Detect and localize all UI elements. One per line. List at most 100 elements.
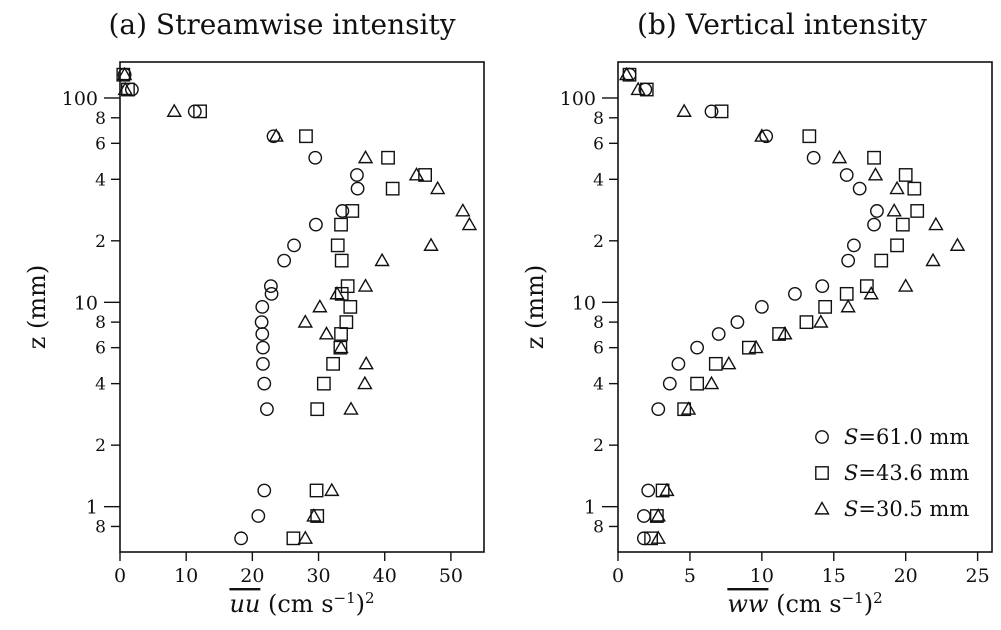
- data-point-circle: [187, 104, 202, 119]
- data-point-circle: [671, 356, 686, 371]
- data-point-square: [677, 402, 692, 417]
- data-point-triangle: [886, 203, 902, 217]
- data-point-circle: [870, 204, 884, 218]
- data-point-square: [339, 315, 354, 330]
- y-minor-tick-label: 6: [593, 339, 604, 359]
- data-point-triangle: [867, 167, 884, 181]
- y-minor-tick-label: 6: [95, 134, 106, 154]
- y-tick-label: 100: [62, 88, 98, 110]
- data-point-triangle: [754, 128, 770, 142]
- data-point-triangle: [650, 508, 666, 522]
- series-square: [116, 67, 432, 546]
- x-tick-label: 5: [684, 565, 696, 587]
- data-point-circle: [257, 376, 272, 391]
- plot-frame: [617, 61, 993, 553]
- data-point-triangle: [777, 326, 793, 340]
- x-tick-label: 0: [114, 565, 126, 587]
- x-tick-label: 40: [373, 565, 397, 587]
- data-point-triangle: [676, 103, 692, 117]
- y-tick-label: 100: [560, 88, 596, 110]
- data-point-triangle: [117, 81, 134, 96]
- x-tick-label: 0: [612, 565, 624, 587]
- x-tick-label: 20: [240, 565, 264, 587]
- data-point-triangle: [897, 278, 914, 292]
- data-point-triangle: [166, 103, 182, 117]
- data-point-square: [742, 340, 756, 355]
- legend-marker-circle: [815, 430, 829, 444]
- legend: S=61.0 mmS=43.6 mmS=30.5 mm: [814, 425, 969, 521]
- x-tick-label: 20: [894, 565, 918, 587]
- data-point-circle: [636, 509, 651, 523]
- data-point-circle: [641, 483, 656, 498]
- legend-label: S=61.0 mm: [844, 425, 969, 449]
- x-axis-label-symbol: uu: [229, 590, 260, 618]
- data-point-circle: [711, 327, 726, 341]
- y-minor-tick-label: 8: [593, 517, 604, 537]
- data-point-square: [644, 531, 658, 546]
- data-point-triangle: [423, 237, 439, 251]
- y-minor-tick-label: 8: [593, 109, 604, 129]
- data-point-square: [690, 376, 705, 391]
- data-point-square: [890, 238, 904, 253]
- data-point-circle: [662, 376, 677, 391]
- data-point-circle: [287, 238, 301, 253]
- data-point-square: [898, 168, 913, 182]
- data-point-triangle: [116, 66, 133, 81]
- y-minor-tick-label: 8: [95, 313, 106, 333]
- data-point-triangle: [813, 314, 829, 328]
- data-point-triangle: [949, 237, 966, 251]
- data-point-circle: [350, 168, 364, 182]
- data-point-triangle: [329, 285, 345, 300]
- data-point-circle: [251, 509, 266, 523]
- data-point-square: [839, 286, 854, 301]
- data-point-triangle: [297, 314, 314, 328]
- y-minor-tick-label: 4: [593, 170, 604, 190]
- x-axis-label: ww (cm s−1)2: [727, 589, 882, 618]
- data-point-circle: [867, 217, 881, 232]
- data-point-square: [345, 204, 360, 218]
- legend-label: S=30.5 mm: [844, 497, 969, 521]
- data-point-square: [310, 402, 325, 417]
- data-point-square: [907, 181, 922, 196]
- data-point-circle: [256, 356, 270, 371]
- y-minor-tick-label: 4: [95, 375, 106, 395]
- y-tick-label: 10: [74, 292, 98, 314]
- data-point-square: [874, 253, 889, 268]
- data-point-circle: [264, 286, 279, 301]
- data-point-circle: [690, 340, 705, 355]
- data-point-square: [714, 104, 729, 119]
- data-point-square: [639, 82, 654, 97]
- y-axis-label: z (mm): [23, 265, 51, 350]
- data-point-triangle: [324, 482, 340, 497]
- data-point-circle: [308, 217, 323, 232]
- data-point-circle: [847, 238, 861, 253]
- y-minor-tick-label: 4: [593, 375, 604, 395]
- x-axis-label-power: 2: [873, 589, 883, 607]
- legend-label-value: =61.0 mm: [858, 425, 969, 449]
- data-point-triangle: [343, 401, 359, 415]
- legend-label-value: =30.5 mm: [858, 497, 969, 521]
- data-point-circle: [806, 150, 821, 165]
- x-axis-label-unit: (cm s: [776, 590, 842, 618]
- data-point-triangle: [455, 203, 471, 217]
- data-point-square: [859, 279, 874, 294]
- legend-label: S=43.6 mm: [844, 461, 969, 485]
- x-axis-label-exponent: −1: [842, 589, 864, 607]
- data-point-triangle: [357, 278, 374, 292]
- y-minor-tick-label: 6: [95, 339, 106, 359]
- data-point-square: [772, 327, 787, 341]
- data-point-triangle: [925, 252, 941, 267]
- y-minor-tick-label: 8: [95, 517, 106, 537]
- data-point-square: [334, 286, 349, 301]
- data-point-circle: [256, 340, 270, 355]
- legend-marker-triangle: [814, 501, 830, 515]
- legend-marker-square: [815, 466, 829, 480]
- data-point-triangle: [374, 252, 390, 267]
- data-point-square: [343, 299, 358, 314]
- data-point-triangle: [680, 401, 697, 415]
- legend-label-symbol: S: [844, 461, 858, 485]
- data-point-circle: [754, 299, 769, 314]
- x-tick-label: 15: [822, 565, 846, 587]
